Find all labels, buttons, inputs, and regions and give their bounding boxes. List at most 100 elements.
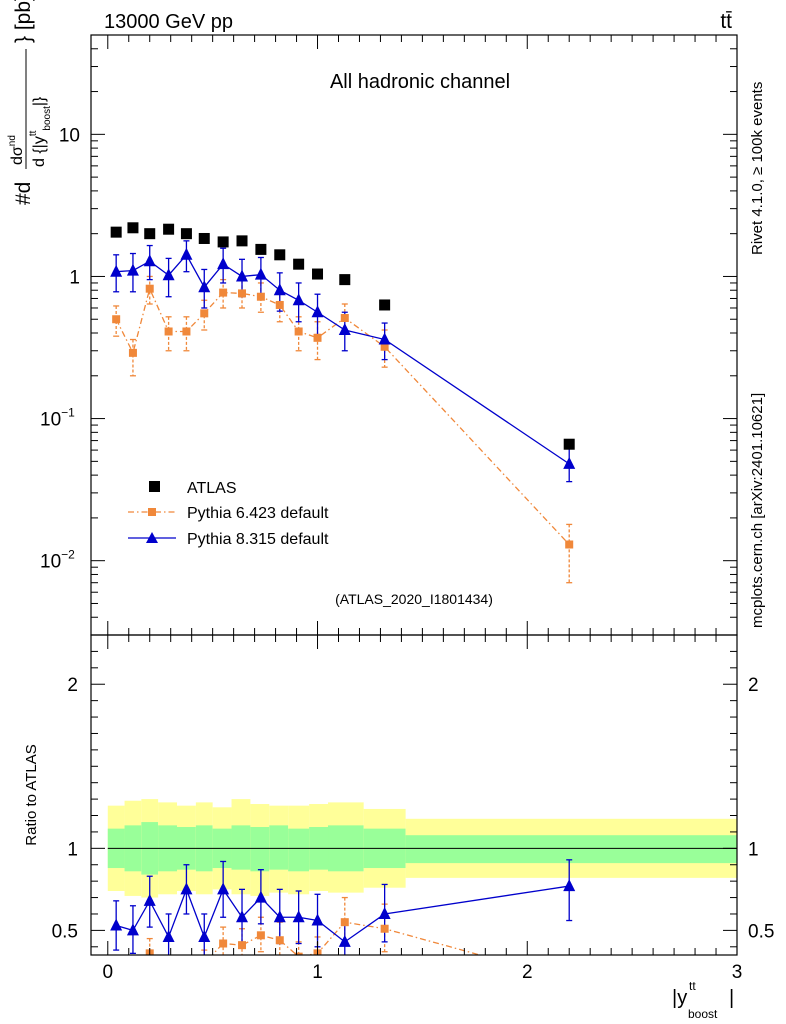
pythia8-point: [180, 247, 193, 260]
ratio-pythia8-point: [217, 882, 230, 895]
pythia8-line: [116, 253, 570, 465]
energy-label: 13000 GeV pp: [104, 11, 233, 33]
ratio-pythia6-point: [165, 977, 173, 985]
pythia6-point: [275, 300, 284, 309]
atlas-point: [293, 258, 305, 270]
pythia8-point: [110, 264, 123, 277]
pythia8-point: [198, 280, 211, 293]
legend-marker-pythia8: [146, 532, 158, 543]
atlas-point: [163, 223, 175, 235]
pythia6-line: [115, 286, 570, 545]
pythia8-point: [292, 293, 305, 306]
pythia6-point: [112, 315, 121, 324]
main-title: All hadronic channel: [330, 71, 510, 93]
x-axis-label: |y tt boost |: [672, 979, 734, 1021]
atlas-point: [312, 268, 324, 280]
ratio-stat-band: [405, 835, 737, 864]
atlas-point: [379, 299, 391, 311]
process-label: tt̄: [720, 10, 732, 33]
atlas-point: [127, 222, 139, 234]
ratio-pythia8-point: [236, 910, 249, 923]
main-y-tick-label: 10−1: [40, 406, 75, 431]
ratio-y-tick-label: 0.5: [52, 921, 78, 942]
ratio-pythia6-line: [148, 921, 483, 955]
pythia6-point: [256, 292, 265, 301]
y-label-numerator: dσnd: [7, 135, 26, 165]
atlas-point: [563, 438, 575, 450]
legend-marker-atlas: [149, 481, 160, 492]
ratio-pythia6-point: [200, 959, 208, 967]
ratio-pythia6-point: [129, 987, 137, 995]
ratio-stat-band: [269, 825, 289, 870]
pythia6-point: [565, 540, 574, 549]
pythia8-point: [126, 263, 139, 276]
pythia8-point: [254, 267, 267, 280]
ratio-x-tick-label: 0: [102, 962, 113, 983]
pythia6-point: [200, 309, 209, 318]
ratio-pythia8-point: [273, 910, 286, 923]
ratio-pythia6-point: [219, 939, 228, 948]
pythia8-point: [563, 456, 576, 469]
ratio-pythia8-point: [311, 913, 324, 926]
analysis-label: (ATLAS_2020_I1801434): [335, 591, 493, 607]
pythia6-point: [128, 348, 137, 357]
ratio-pythia6-point: [565, 976, 573, 984]
x-label-main: |y: [672, 987, 687, 1009]
ratio-y-tick-label-right: 2: [748, 675, 759, 696]
pythia6-point: [340, 314, 349, 323]
main-y-axis-label: #d dσnd d {|yttboost|} } [pb]: [7, 0, 53, 205]
pythia6-point: [182, 327, 191, 336]
pythia8-point: [162, 268, 175, 281]
ratio-pythia8-point: [110, 918, 123, 931]
legend-label-pythia8: Pythia 8.315 default: [187, 531, 329, 548]
atlas-point: [110, 226, 122, 238]
legend-entry-pythia6: Pythia 6.423 default: [128, 505, 329, 522]
ratio-pythia8-point: [563, 879, 576, 892]
pythia6-point: [145, 284, 154, 293]
x-label-sup: tt: [689, 979, 696, 993]
main-series: [110, 222, 576, 584]
legend-entry-atlas: ATLAS: [149, 480, 237, 497]
pythia8-point: [311, 305, 324, 318]
ratio-y-axis-label: Ratio to ATLAS: [23, 744, 40, 845]
ratio-pythia6-point: [294, 952, 303, 955]
ratio-frame: [90, 634, 738, 956]
ratio-pythia6-point: [182, 976, 190, 984]
ratio-stat-band: [250, 827, 270, 872]
legend-entry-pythia8: Pythia 8.315 default: [128, 531, 329, 548]
ratio-pythia8-point: [143, 893, 156, 906]
ratio-x-tick-label: 2: [522, 962, 533, 983]
main-x-ticks: [107, 35, 738, 635]
pythia8-point: [143, 254, 156, 267]
legend: ATLAS Pythia 6.423 default Pythia 8.315 …: [128, 480, 329, 548]
ratio-stat-band: [288, 828, 310, 872]
legend-marker-pythia6: [148, 508, 156, 516]
atlas-point: [217, 236, 229, 248]
x-label-end: |: [729, 987, 734, 1009]
main-y-tick-label: 10−2: [40, 548, 75, 573]
ratio-y-tick-label-right: 0.5: [748, 921, 774, 942]
pythia8-point: [236, 269, 249, 282]
pythia6-point: [238, 289, 247, 298]
y-label-units: } [pb]: [12, 0, 35, 43]
ratio-pythia8-point: [180, 882, 193, 895]
main-y-tick-label: 1: [69, 267, 80, 288]
main-y-ticks: 10−2 10−1 1 10: [40, 34, 737, 636]
legend-label-atlas: ATLAS: [187, 480, 237, 497]
ratio-y-tick-label: 2: [67, 675, 78, 696]
ratio-y-tick-label-right: 1: [748, 839, 759, 860]
ratio-pythia6-point: [275, 936, 284, 945]
ratio-pythia8-point: [338, 934, 351, 947]
pythia6-point: [164, 327, 173, 336]
ratio-y-tick-label: 1: [67, 839, 78, 860]
ratio-pythia6-point: [238, 941, 247, 950]
ratio-pythia6-point: [112, 969, 120, 977]
legend-label-pythia6: Pythia 6.423 default: [187, 505, 329, 522]
pythia8-point: [338, 322, 351, 335]
main-y-tick-label: 10: [59, 125, 80, 146]
main-panel: All hadronic channel (ATLAS_2020_I180143…: [7, 0, 738, 636]
ratio-y-ticks: 0.5 0.5 1 1 2 2: [52, 650, 774, 948]
x-label-sub: boost: [688, 1007, 718, 1021]
ratio-pythia8-point: [198, 929, 211, 942]
